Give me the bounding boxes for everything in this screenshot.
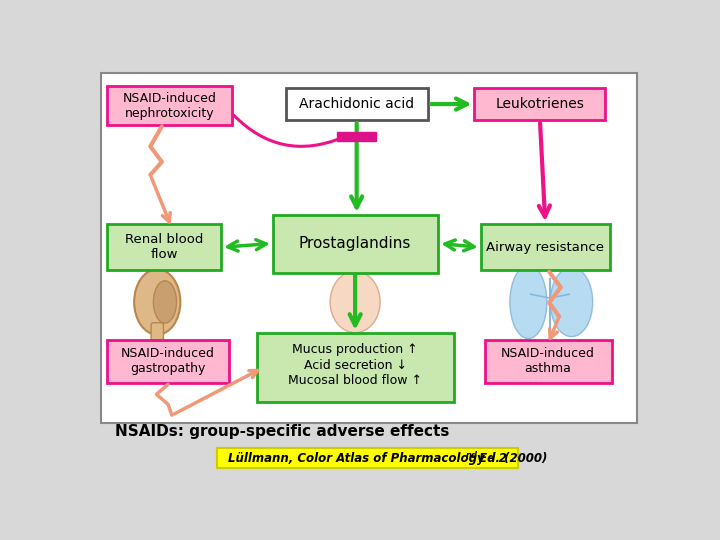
Text: Leukotrienes: Leukotrienes	[495, 97, 585, 111]
FancyBboxPatch shape	[151, 323, 163, 345]
Text: Ed. (2000): Ed. (2000)	[475, 452, 548, 465]
Bar	[286, 88, 428, 120]
Text: Prostaglandins: Prostaglandins	[299, 236, 411, 251]
Bar	[107, 340, 229, 383]
Text: NSAID-induced
gastropathy: NSAID-induced gastropathy	[121, 347, 215, 375]
Text: Lüllmann, Color Atlas of Pharmacology – 2: Lüllmann, Color Atlas of Pharmacology – …	[228, 452, 507, 465]
Ellipse shape	[510, 265, 547, 339]
Bar	[481, 224, 610, 271]
Ellipse shape	[330, 271, 380, 333]
Ellipse shape	[550, 267, 593, 336]
Bar	[107, 224, 221, 271]
Bar	[485, 340, 611, 383]
Text: Mucosal blood flow ↑: Mucosal blood flow ↑	[288, 374, 422, 387]
Bar	[101, 72, 637, 423]
Text: NSAID-induced
asthma: NSAID-induced asthma	[500, 347, 595, 375]
Text: NSAIDs: group-specific adverse effects: NSAIDs: group-specific adverse effects	[115, 424, 449, 439]
Bar	[338, 132, 376, 141]
Text: Arachidonic acid: Arachidonic acid	[299, 97, 414, 111]
Text: Mucus production ↑: Mucus production ↑	[292, 343, 418, 356]
Text: NSAID-induced
nephrotoxicity: NSAID-induced nephrotoxicity	[122, 92, 217, 120]
Text: Acid secretion ↓: Acid secretion ↓	[304, 359, 407, 372]
Text: Renal blood
flow: Renal blood flow	[125, 233, 203, 261]
Ellipse shape	[153, 281, 176, 323]
Text: Airway resistance: Airway resistance	[486, 241, 604, 254]
Ellipse shape	[134, 269, 180, 335]
Bar	[257, 333, 454, 402]
Bar	[217, 448, 518, 468]
Bar	[474, 88, 606, 120]
Bar	[107, 86, 232, 125]
Text: nd: nd	[466, 451, 478, 460]
Bar	[273, 215, 438, 273]
